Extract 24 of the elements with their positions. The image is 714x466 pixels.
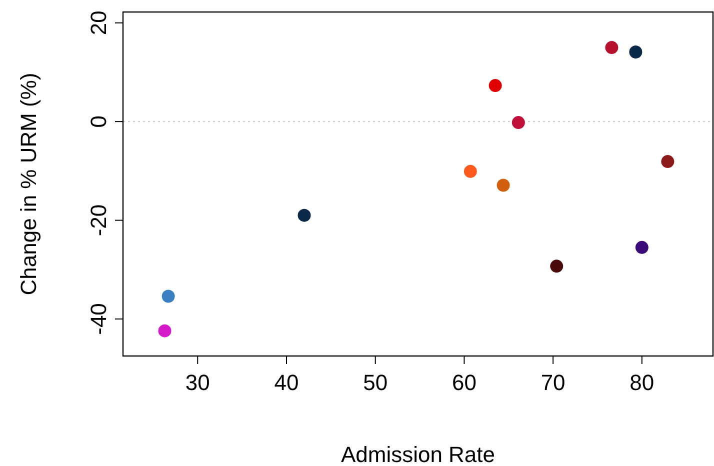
x-axis-title: Admission Rate <box>340 442 496 466</box>
point <box>629 45 642 58</box>
x-tick-label: 50 <box>363 370 388 395</box>
y-tick-label: -20 <box>86 204 111 236</box>
y-tick-label: 20 <box>86 10 111 36</box>
point <box>496 178 510 192</box>
x-tick-label: 60 <box>452 370 476 395</box>
point <box>464 164 477 178</box>
point <box>488 79 502 92</box>
y-tick-label: -40 <box>86 303 111 335</box>
x-tick-label: 40 <box>274 370 299 395</box>
point <box>635 240 648 254</box>
point <box>298 208 311 222</box>
y-tick-label: 0 <box>86 115 111 128</box>
point <box>162 290 175 303</box>
y-axis-title: Change in % URM (%) <box>16 72 41 296</box>
point <box>550 260 564 273</box>
point <box>158 324 172 338</box>
x-tick-label: 80 <box>630 370 654 395</box>
x-tick-label: 70 <box>540 370 566 395</box>
point <box>605 41 618 54</box>
point <box>512 116 525 130</box>
x-tick-label: 30 <box>185 370 210 395</box>
point <box>661 155 674 168</box>
